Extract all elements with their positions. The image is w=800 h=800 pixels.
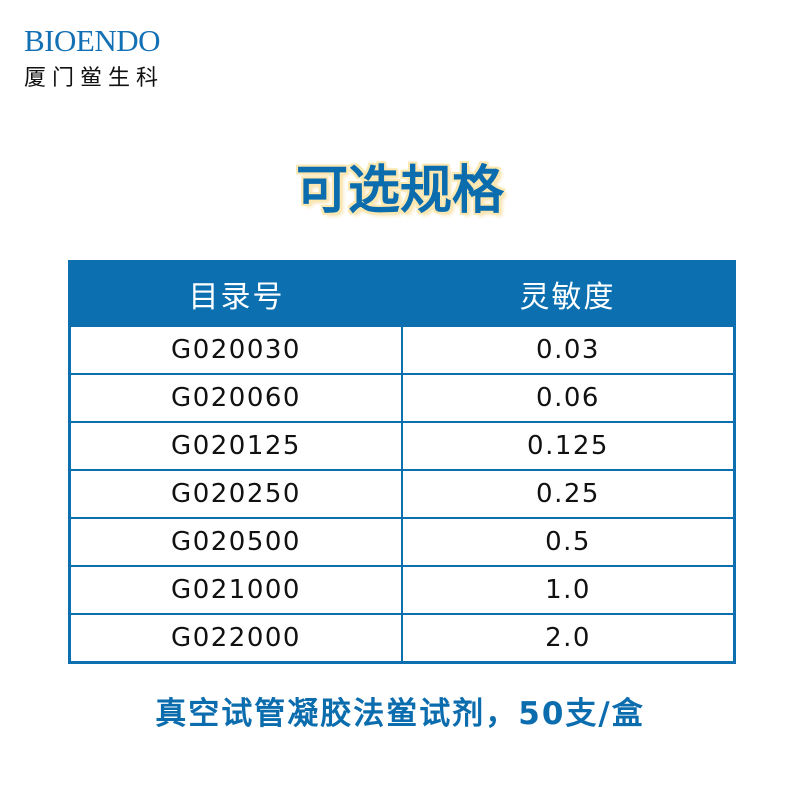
- sensitivity-cell: 0.125: [401, 421, 736, 471]
- spec-table: 目录号 灵敏度 G020030 0.03 G020060 0.06 G020125 0.1…: [68, 260, 736, 664]
- header-catalog: 目录号: [69, 261, 402, 326]
- catalog-cell: G020060: [68, 373, 403, 423]
- table-header: 目录号 灵敏度: [69, 261, 735, 326]
- table-row: G020125 0.125: [68, 421, 736, 471]
- catalog-cell: G020500: [68, 517, 403, 567]
- logo-brand: BIOENDO: [24, 23, 161, 58]
- sensitivity-cell: 0.03: [401, 325, 736, 375]
- sensitivity-cell: 0.25: [401, 469, 736, 519]
- catalog-cell: G021000: [68, 565, 403, 615]
- catalog-cell: G020030: [68, 325, 403, 375]
- page-title: 可选规格: [295, 161, 504, 221]
- catalog-cell: G020125: [68, 421, 403, 471]
- table-row: G020500 0.5: [68, 517, 736, 567]
- sensitivity-cell: 2.0: [401, 613, 736, 664]
- table-row: G022000 2.0: [68, 613, 736, 664]
- table-row: G020030 0.03: [68, 325, 736, 375]
- sensitivity-cell: 0.5: [401, 517, 736, 567]
- catalog-cell: G022000: [68, 613, 403, 664]
- product-description: 真空试管凝胶法鲎试剂，50支/盒: [155, 696, 645, 732]
- table-row: G020250 0.25: [68, 469, 736, 519]
- sensitivity-cell: 1.0: [401, 565, 736, 615]
- header-sensitivity: 灵敏度: [402, 261, 735, 326]
- logo-company: 厦门鲎生科: [24, 66, 165, 91]
- sensitivity-cell: 0.06: [401, 373, 736, 423]
- table-row: G020060 0.06: [68, 373, 736, 423]
- logo: BIOENDO 厦门鲎生科: [24, 24, 164, 92]
- table-row: G021000 1.0: [68, 565, 736, 615]
- catalog-cell: G020250: [68, 469, 403, 519]
